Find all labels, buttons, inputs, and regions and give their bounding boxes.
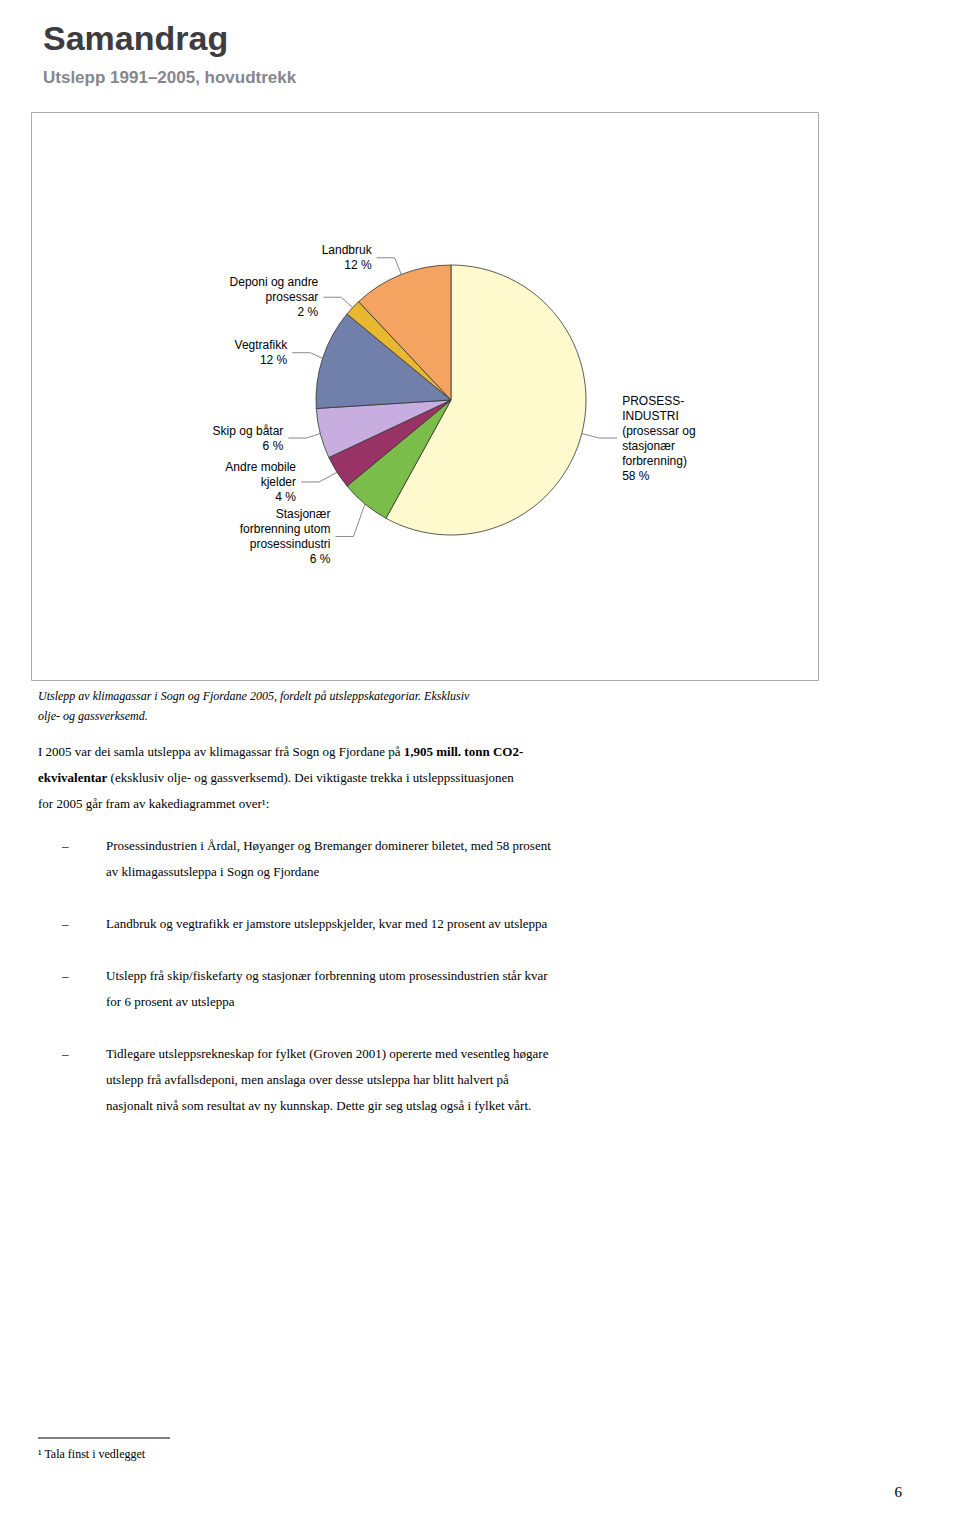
svg-text:2 %: 2 %: [298, 305, 319, 319]
svg-text:Utslepp av klimagassar i Sogn: Utslepp av klimagassar i Sogn og Fjordan…: [38, 689, 470, 703]
svg-text:Prosessindustrien i Årdal, Høy: Prosessindustrien i Årdal, Høyanger og B…: [106, 838, 551, 853]
svg-text:Tidlegare utsleppsrekneskap fo: Tidlegare utsleppsrekneskap for fylket (…: [106, 1046, 549, 1061]
svg-text:PROSESS-: PROSESS-: [622, 394, 684, 408]
svg-text:forbrenning): forbrenning): [622, 454, 687, 468]
svg-text:stasjonær: stasjonær: [622, 439, 675, 453]
svg-text:12 %: 12 %: [344, 258, 372, 272]
svg-text:utslepp frå avfallsdeponi, men: utslepp frå avfallsdeponi, men anslaga o…: [106, 1072, 509, 1087]
svg-text:forbrenning utom: forbrenning utom: [240, 522, 331, 536]
svg-text:prosessar: prosessar: [266, 290, 319, 304]
svg-text:Utslepp 1991–2005, hovudtrekk: Utslepp 1991–2005, hovudtrekk: [43, 68, 297, 87]
svg-text:12 %: 12 %: [260, 353, 288, 367]
svg-text:Deponi og andre: Deponi og andre: [230, 275, 319, 289]
svg-text:¹ Tala finst i vedlegget: ¹ Tala finst i vedlegget: [38, 1447, 146, 1461]
svg-text:–: –: [61, 968, 69, 983]
svg-text:1,905 mill. tonn CO2-: 1,905 mill. tonn CO2-: [404, 744, 524, 759]
svg-text:nasjonalt nivå som resultat av: nasjonalt nivå som resultat av ny kunnsk…: [106, 1098, 531, 1113]
svg-text:Landbruk: Landbruk: [322, 243, 373, 257]
svg-text:4 %: 4 %: [275, 490, 296, 504]
svg-text:Andre mobile: Andre mobile: [225, 460, 296, 474]
svg-text:6 %: 6 %: [263, 439, 284, 453]
svg-text:prosessindustri: prosessindustri: [250, 537, 331, 551]
svg-text:Utslepp frå skip/fiskefarty og: Utslepp frå skip/fiskefarty og stasjonær…: [106, 968, 548, 983]
svg-text:I 2005 var dei samla utsleppa: I 2005 var dei samla utsleppa av klimaga…: [38, 744, 404, 759]
svg-text:–: –: [61, 838, 69, 853]
svg-text:INDUSTRI: INDUSTRI: [622, 409, 679, 423]
svg-text:kjelder: kjelder: [261, 475, 296, 489]
svg-text:58 %: 58 %: [622, 469, 650, 483]
svg-text:Landbruk og vegtrafikk er jams: Landbruk og vegtrafikk er jamstore utsle…: [106, 916, 548, 931]
svg-text:av klimagassutsleppa i Sogn og: av klimagassutsleppa i Sogn og Fjordane: [106, 864, 320, 879]
svg-text:for 2005 går fram av kakediagr: for 2005 går fram av kakediagrammet over…: [38, 796, 269, 811]
svg-text:6: 6: [895, 1484, 903, 1500]
svg-text:for 6 prosent av utsleppa: for 6 prosent av utsleppa: [106, 994, 235, 1009]
svg-text:ekvivalentar: ekvivalentar: [38, 770, 108, 785]
svg-text:olje- og gassverksemd.: olje- og gassverksemd.: [38, 709, 148, 723]
svg-text:Stasjonær: Stasjonær: [276, 507, 331, 521]
svg-text:(prosessar og: (prosessar og: [622, 424, 695, 438]
svg-text:–: –: [61, 916, 69, 931]
svg-text:(eksklusiv olje- og gassverkse: (eksklusiv olje- og gassverksemd). Dei v…: [107, 770, 514, 785]
svg-text:–: –: [61, 1046, 69, 1061]
svg-text:Samandrag: Samandrag: [43, 19, 228, 57]
svg-text:Skip og båtar: Skip og båtar: [213, 424, 284, 438]
svg-text:6 %: 6 %: [310, 552, 331, 566]
svg-text:Vegtrafikk: Vegtrafikk: [235, 338, 289, 352]
